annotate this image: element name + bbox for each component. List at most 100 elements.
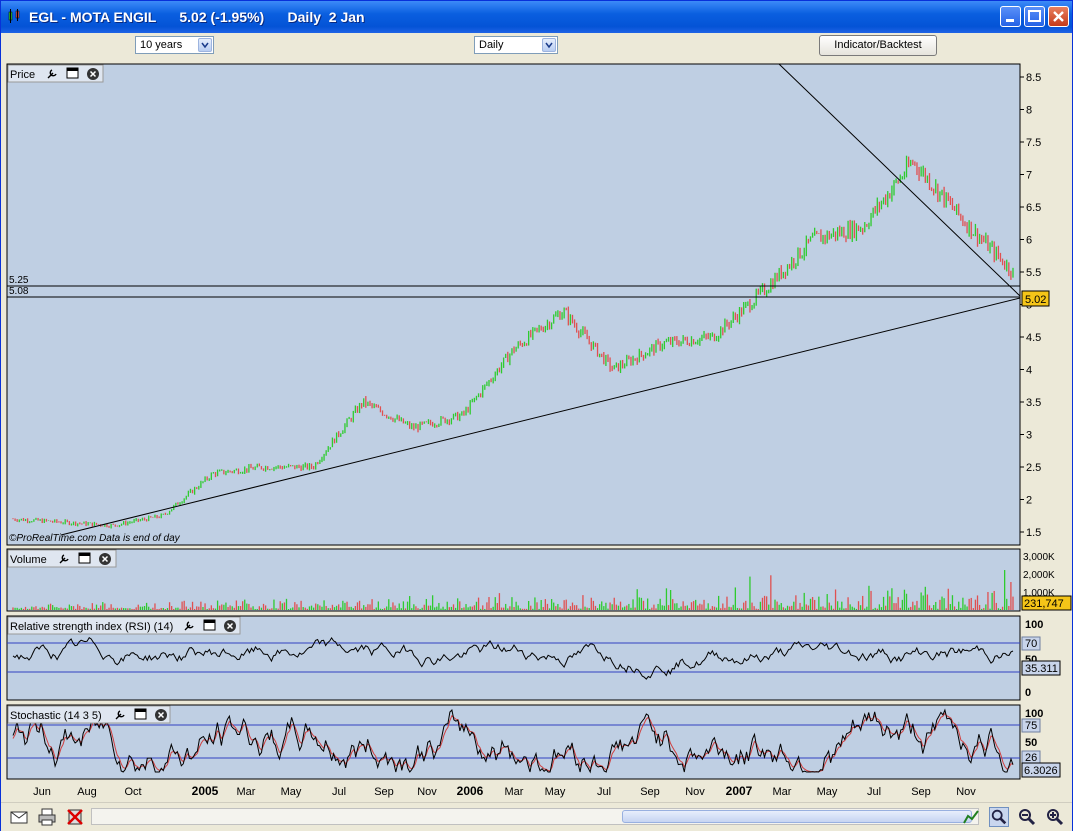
x-axis-label: Jul (597, 786, 611, 798)
price-y-tick: 7 (1026, 170, 1032, 182)
price-y-tick: 1.5 (1026, 527, 1041, 539)
maximize-button[interactable] (1024, 6, 1045, 27)
stoch-tick: 26 (1025, 752, 1037, 764)
stoch-tick: 50 (1025, 737, 1037, 749)
resistance-trendline[interactable] (778, 63, 1021, 297)
maximize-icon (1028, 10, 1041, 22)
x-axis-label: Sep (640, 786, 660, 798)
period-select-value: Daily (479, 39, 504, 51)
status-bar (1, 802, 1072, 831)
x-axis-label: Oct (124, 786, 141, 798)
last-volume-value: 231,747 (1024, 598, 1064, 610)
x-axis-label: Nov (956, 786, 976, 798)
level-label-508: 5.08 (9, 286, 29, 297)
x-axis-label: May (817, 786, 838, 798)
x-axis-label: Mar (505, 786, 524, 798)
price-y-tick: 7.5 (1026, 137, 1041, 149)
x-axis-label: May (545, 786, 566, 798)
x-axis-label: Sep (911, 786, 931, 798)
rsi-panel-header (7, 616, 241, 635)
price-panel[interactable] (6, 63, 1021, 546)
close-panel-icon[interactable] (87, 68, 99, 80)
zoom-out-icon[interactable] (1017, 807, 1037, 827)
stoch-tick: 75 (1025, 720, 1037, 732)
rsi-last-value: 35.311 (1025, 663, 1058, 675)
wrench-icon[interactable] (59, 554, 69, 564)
last-volume-badge (1021, 595, 1072, 611)
close-panel-icon[interactable] (155, 709, 167, 721)
zoom-in-icon[interactable] (1045, 807, 1065, 827)
volume-panel-label: Volume (10, 554, 47, 566)
wrench-icon[interactable] (115, 710, 125, 720)
chart-lines-icon[interactable] (961, 807, 981, 827)
toolbar: 10 years Daily Indicator/Backtest (1, 33, 1072, 57)
rsi-tick: 0 (1025, 687, 1031, 699)
indicator-backtest-button[interactable]: Indicator/Backtest (819, 35, 937, 56)
horizontal-scrollbar[interactable] (91, 808, 979, 825)
x-axis-label: Jun (33, 786, 51, 798)
wrench-icon[interactable] (47, 69, 57, 79)
minimize-button[interactable] (1000, 6, 1021, 27)
price-panel-header (7, 64, 104, 83)
close-icon (1053, 11, 1064, 22)
window-title: EGL - MOTA ENGIL 5.02 (-1.95%) Daily 2 J… (29, 9, 365, 25)
stoch-last-value: 6.3026 (1024, 765, 1058, 777)
x-axis-label: Jul (332, 786, 346, 798)
close-panel-icon[interactable] (224, 620, 236, 632)
no-connection-icon[interactable] (65, 807, 85, 827)
price-y-tick: 6 (1026, 235, 1032, 247)
zoom-select-icon[interactable] (989, 807, 1009, 827)
price-y-tick: 2 (1026, 495, 1032, 507)
stochastic-line (12, 708, 1014, 774)
candlestick-icon (8, 9, 20, 23)
minimize-icon (1006, 19, 1014, 22)
range-select[interactable]: 10 years (135, 36, 214, 54)
range-select-value: 10 years (140, 39, 183, 51)
x-axis: Jun Aug Oct 2005 Mar May Jul Sep Nov 2006 Mar May Ju… (33, 784, 976, 798)
support-trendline[interactable] (60, 297, 1021, 536)
x-axis-label: Jul (867, 786, 881, 798)
window-icon[interactable] (134, 708, 147, 720)
x-axis-label: Nov (685, 786, 705, 798)
stoch-tick: 100 (1025, 708, 1043, 720)
chevron-down-icon[interactable] (198, 38, 212, 52)
stochastic-panel[interactable] (6, 704, 1021, 780)
volume-panel[interactable] (6, 548, 1021, 612)
wrench-icon[interactable] (184, 621, 194, 631)
scrollbar-thumb[interactable] (622, 810, 972, 823)
x-axis-label: Mar (773, 786, 792, 798)
x-axis-label: 2006 (457, 784, 484, 798)
x-axis-label: Mar (237, 786, 256, 798)
window-icon[interactable] (66, 67, 79, 79)
rsi-tick: 100 (1025, 619, 1043, 631)
chart-area: 5.25 5.08 Price ©ProRealTime.com Data is… (6, 63, 1072, 798)
price-y-tick: 8.5 (1026, 72, 1041, 84)
close-button[interactable] (1048, 6, 1069, 27)
x-axis-label: 2005 (192, 784, 219, 798)
x-axis-label: Aug (77, 786, 97, 798)
window-icon[interactable] (78, 552, 91, 564)
x-axis-label: Sep (374, 786, 394, 798)
rsi-tick-box (1021, 636, 1041, 651)
price-bars (12, 155, 1014, 529)
price-panel-label: Price (10, 69, 35, 81)
price-y-tick: 5.5 (1026, 267, 1041, 279)
price-y-tick: 3.5 (1026, 397, 1041, 409)
period-select[interactable]: Daily (474, 36, 558, 54)
level-label-525: 5.25 (9, 275, 29, 286)
close-panel-icon[interactable] (99, 553, 111, 565)
price-y-tick: 3 (1026, 430, 1032, 442)
stoch-tick-box (1021, 718, 1041, 733)
price-y-tick: 6.5 (1026, 202, 1041, 214)
print-icon[interactable] (37, 807, 57, 827)
x-axis-label: May (281, 786, 302, 798)
volume-tick: 3,000K (1023, 552, 1055, 563)
window-icon[interactable] (203, 619, 216, 631)
volume-tick: 1,000K (1023, 588, 1055, 599)
stochastic-signal-line (12, 712, 1014, 773)
email-icon[interactable] (9, 807, 29, 827)
rsi-last-badge (1021, 660, 1061, 676)
rsi-line (12, 636, 1014, 680)
chevron-down-icon[interactable] (542, 38, 556, 52)
